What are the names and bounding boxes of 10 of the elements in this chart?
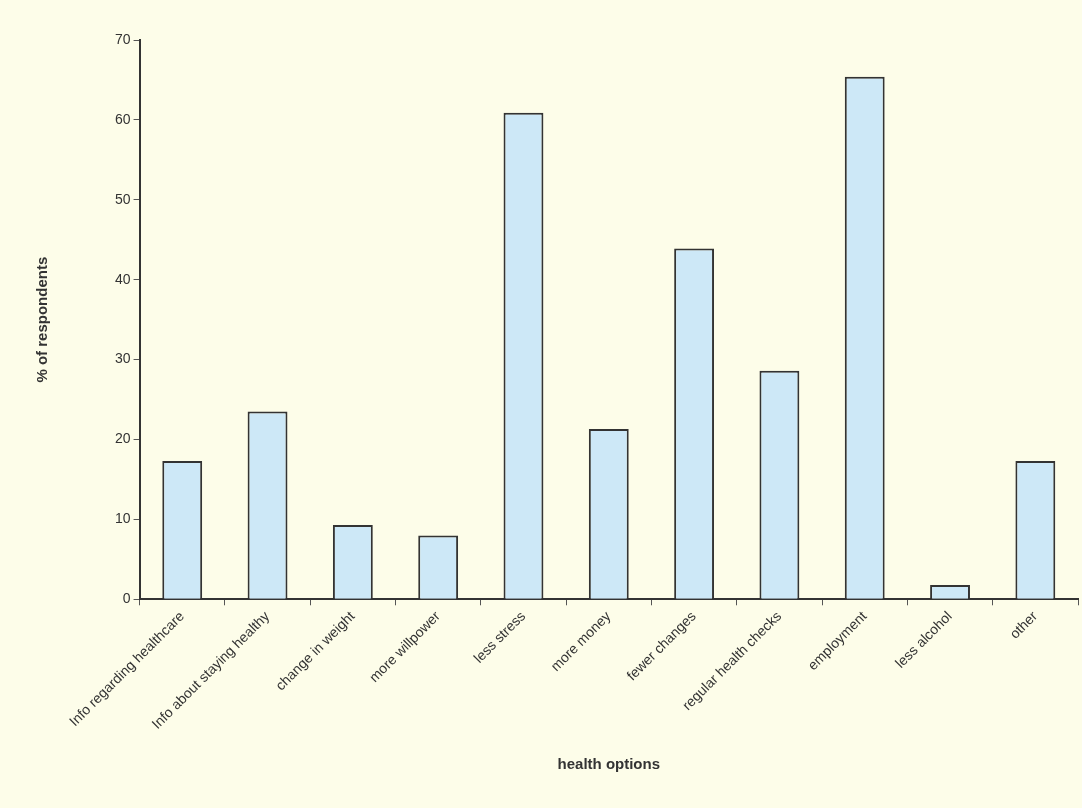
y-tick-label: 70 bbox=[114, 30, 131, 47]
y-tick-label: 60 bbox=[114, 110, 131, 127]
x-axis-title: health options bbox=[557, 755, 661, 773]
y-tick-label: 30 bbox=[114, 350, 131, 367]
y-tick-label: 50 bbox=[114, 190, 131, 207]
y-tick-label: 20 bbox=[114, 430, 131, 447]
y-tick-label: 10 bbox=[114, 510, 131, 527]
y-axis-title: % of respondents bbox=[33, 256, 51, 383]
y-tick-label: 0 bbox=[122, 590, 131, 607]
y-tick-label: 40 bbox=[114, 270, 131, 287]
